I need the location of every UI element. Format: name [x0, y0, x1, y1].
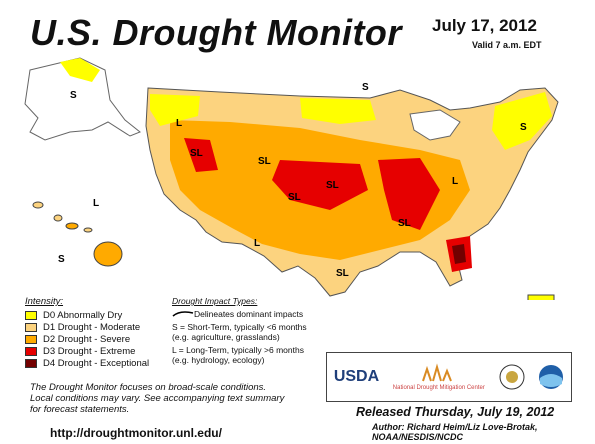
map-label-sl-southeast: SL [398, 218, 411, 229]
dry-northeast [492, 92, 552, 150]
focus-statement: The Drought Monitor focuses on broad-sca… [30, 382, 350, 415]
puerto-rico-shape [527, 294, 555, 300]
exceptional-drought-area [452, 244, 466, 264]
extreme-drought-midwest [378, 158, 440, 230]
release-date: Released Thursday, July 19, 2012 [356, 405, 555, 419]
legend-item: D0 Abnormally Dry [25, 309, 149, 321]
legend-label: D0 Abnormally Dry [43, 309, 123, 321]
alaska-shape [24, 57, 141, 141]
focus-line-3: for forecast statements. [30, 404, 130, 415]
agency-logos: USDA National Drought Mitigation Center [326, 352, 572, 402]
map-label-l-south: L [254, 238, 260, 249]
legend-label: D2 Drought - Severe [43, 333, 131, 345]
legend-heading: Intensity: [25, 296, 64, 307]
map-label-sl-southwest: SL [288, 192, 301, 203]
alaska-dry-area [60, 58, 100, 82]
commerce-seal-icon [499, 364, 524, 390]
drought-map: S L S S L SL SL SL SL SL L SL L S [24, 57, 559, 300]
long-term-line-1: L = Long-Term, typically >6 months [172, 345, 304, 355]
short-term-line-2: (e.g. agriculture, grasslands) [172, 332, 280, 342]
legend-swatch-d2 [25, 334, 37, 344]
map-label-s-north: S [362, 82, 369, 93]
long-term-line-2: (e.g. hydrology, ecology) [172, 355, 265, 365]
impact-line-item: Delineates dominant impacts [172, 309, 307, 319]
extreme-drought-plains [272, 160, 368, 210]
great-lakes [409, 109, 461, 141]
extreme-drought-west [184, 138, 218, 172]
ndmc-text: National Drought Mitigation Center [392, 385, 485, 391]
ndmc-icon [421, 363, 452, 382]
legend-item: D1 Drought - Moderate [25, 321, 149, 333]
map-label-l-northwest: L [176, 118, 182, 129]
legend-swatch-d0 [25, 310, 37, 320]
map-label-sl-plains: SL [326, 180, 339, 191]
legend-label: D4 Drought - Exceptional [43, 357, 150, 369]
legend-label: D3 Drought - Extreme [43, 345, 136, 357]
legend-swatch-d4 [25, 358, 37, 368]
legend-label: D1 Drought - Moderate [43, 321, 141, 333]
legend-item: D4 Drought - Exceptional [25, 357, 149, 369]
legend-swatch-d3 [25, 346, 37, 356]
dry-northern-plains [300, 98, 376, 124]
map-label-l-hawaii: L [93, 198, 99, 209]
map-label-l-east: L [452, 176, 458, 187]
valid-time: Valid 7 a.m. EDT [472, 40, 542, 50]
author-credit: Author: Richard Heim/Liz Love-Brotak, NO… [372, 422, 538, 442]
map-title: U.S. Drought Monitor [30, 12, 402, 53]
impact-heading: Drought Impact Types: [172, 296, 258, 306]
usda-logo: USDA [333, 368, 380, 385]
map-label-s-northeast: S [520, 122, 527, 133]
legend-swatch-d1 [25, 322, 37, 332]
map-label-sl-west: SL [190, 148, 203, 159]
source-url: http://droughtmonitor.unl.edu/ [50, 426, 222, 440]
map-label-s-alaska: S [70, 90, 77, 101]
legend-item: D2 Drought - Severe [25, 333, 149, 345]
map-label-s-hawaii: S [58, 254, 65, 265]
intensity-legend: Intensity: D0 Abnormally Dry D1 Drought … [25, 296, 149, 369]
focus-line-2: Local conditions may vary. See accompany… [30, 393, 285, 404]
map-label-sl-rockies: SL [258, 156, 271, 167]
short-term-note: S = Short-Term, typically <6 months (e.g… [172, 322, 307, 342]
short-term-line-1: S = Short-Term, typically <6 months [172, 322, 307, 332]
hawaii-shape [32, 201, 123, 267]
legend-item: D3 Drought - Extreme [25, 345, 149, 357]
long-term-note: L = Long-Term, typically >6 months (e.g.… [172, 345, 307, 365]
map-label-sl-texas: SL [336, 268, 349, 279]
ndmc-logo: National Drought Mitigation Center [393, 363, 485, 391]
noaa-logo-icon [539, 365, 564, 389]
map-date: July 17, 2012 [432, 16, 537, 35]
impact-line-label: Delineates dominant impacts [194, 309, 304, 319]
impact-legend: Drought Impact Types: Delineates dominan… [172, 296, 307, 365]
impact-line-icon [172, 311, 194, 317]
focus-line-1: The Drought Monitor focuses on broad-sca… [30, 382, 267, 393]
dry-northwest [150, 94, 200, 126]
